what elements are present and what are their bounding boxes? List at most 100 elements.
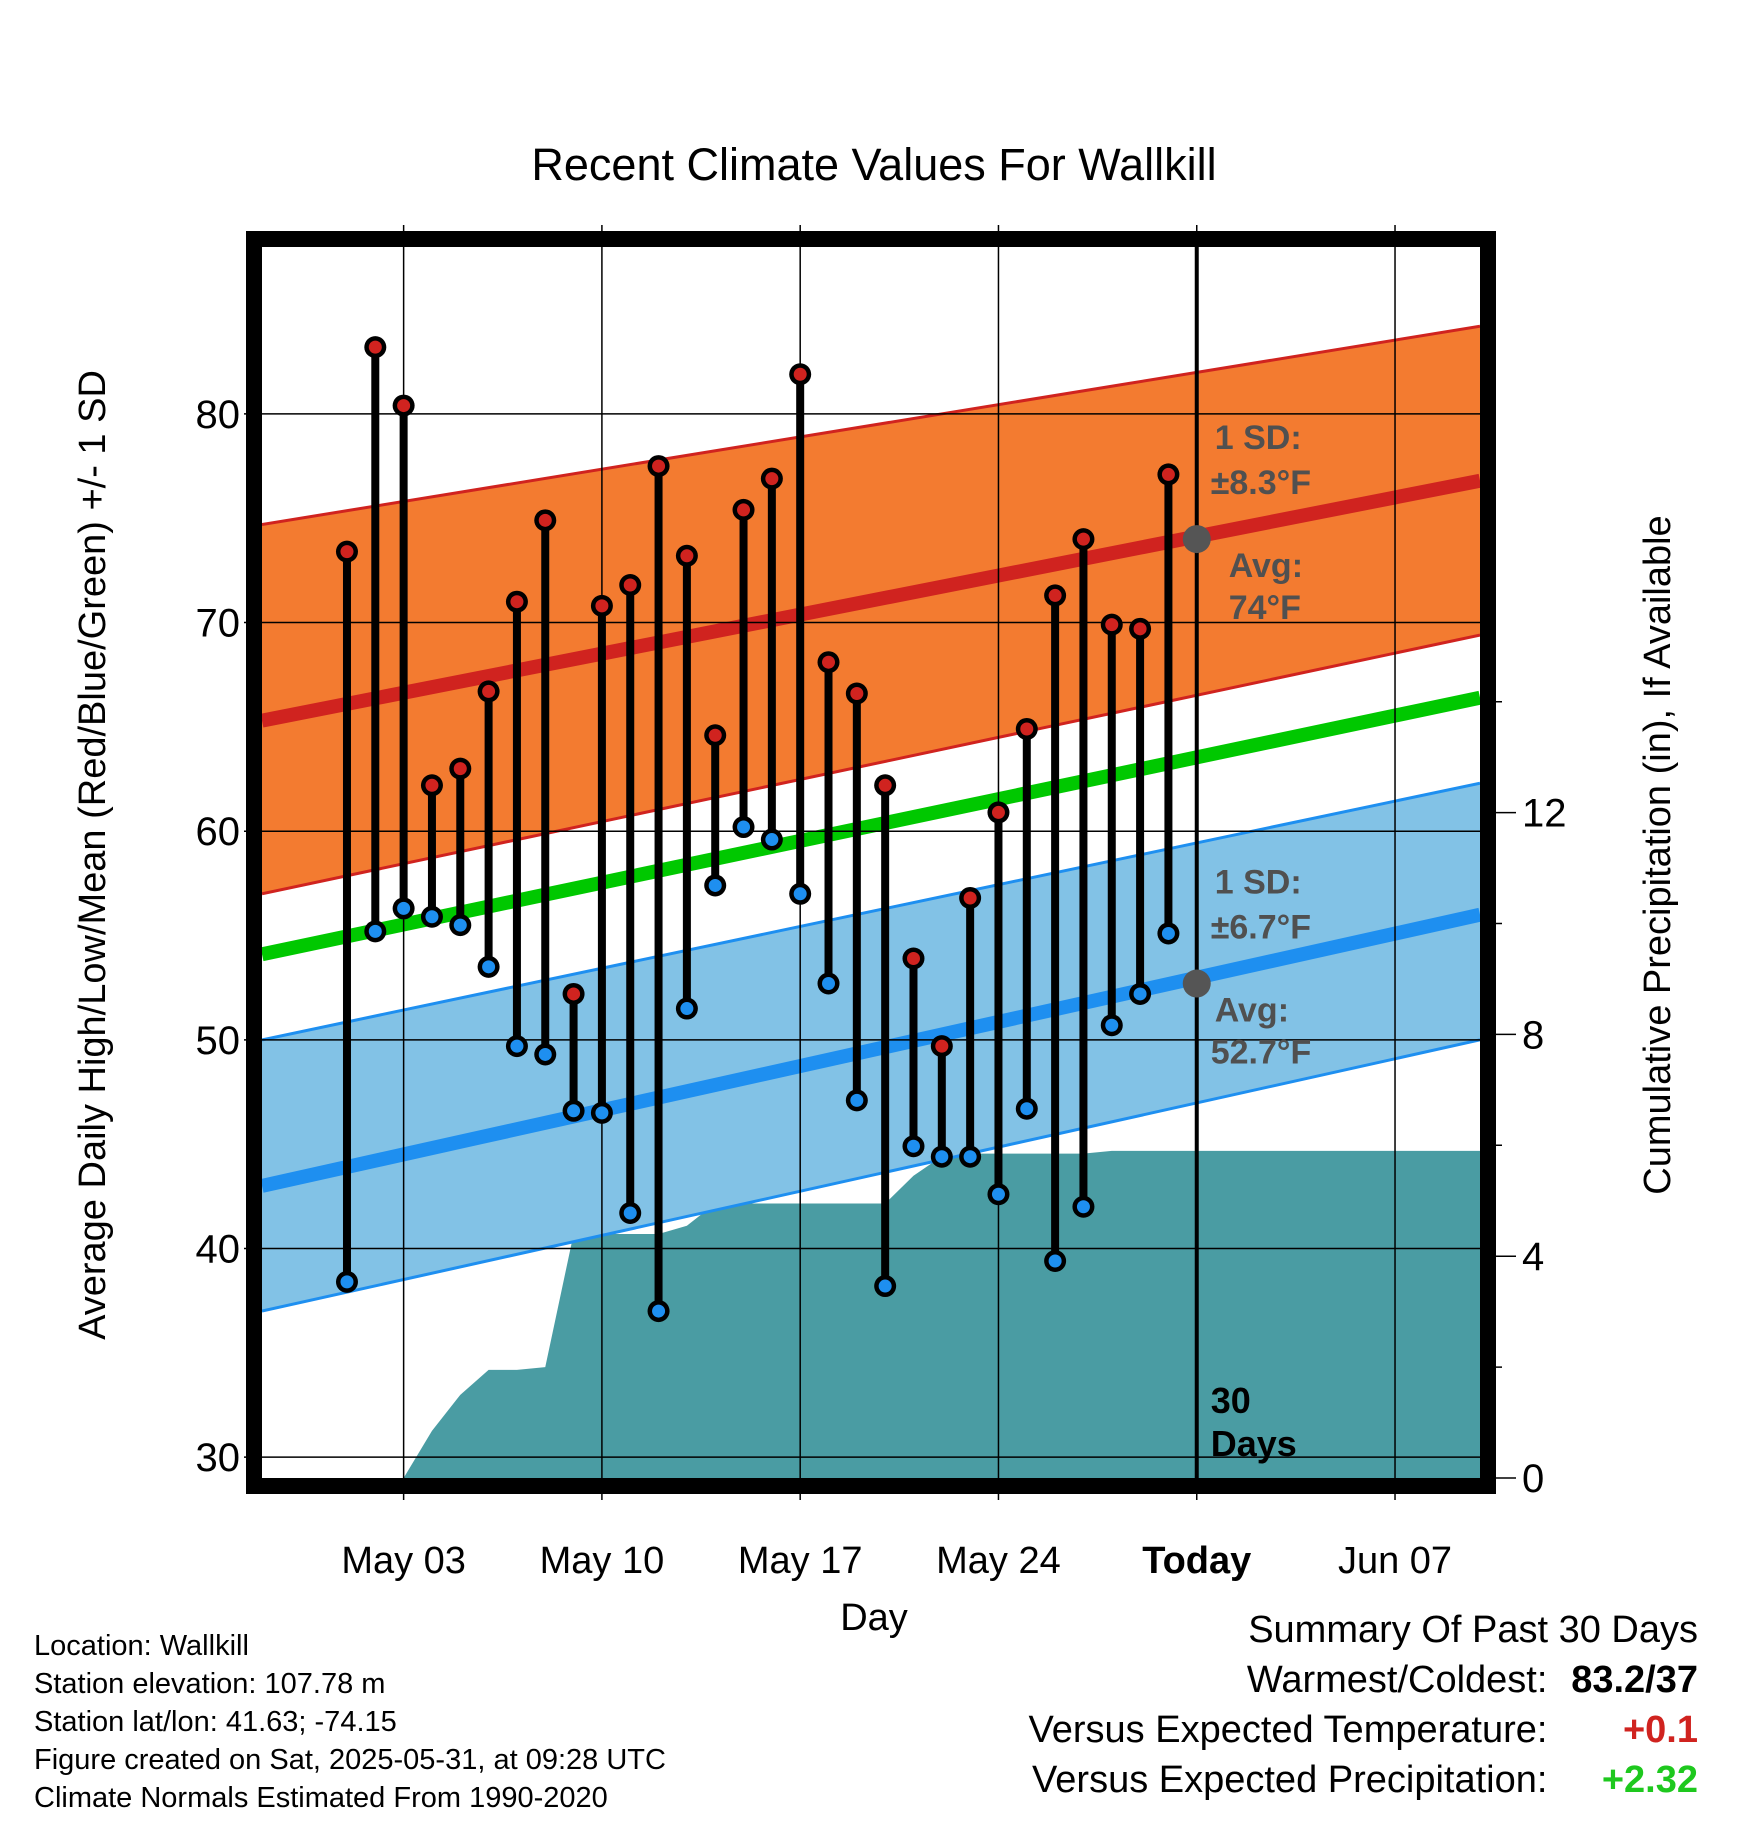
- high-point: [991, 805, 1005, 819]
- high-point: [765, 472, 779, 486]
- high-point: [1133, 622, 1147, 636]
- high-sd-value: ±8.3°F: [1211, 464, 1311, 502]
- low-point: [991, 1187, 1005, 1201]
- today-days-label: 30 Days: [1211, 1380, 1297, 1464]
- low-point: [708, 878, 722, 892]
- high-average-line: [262, 473, 1480, 728]
- low-point: [822, 977, 836, 991]
- low-point: [340, 1275, 354, 1289]
- latlon-text: Station lat/lon: 41.63; -74.15: [34, 1706, 397, 1738]
- today-days-label-line: Days: [1211, 1423, 1297, 1464]
- precip-anomaly-value: +2.32: [1601, 1759, 1698, 1801]
- low-point: [878, 1279, 892, 1293]
- y2-tick-label: 0: [1522, 1457, 1544, 1501]
- high-point: [906, 951, 920, 965]
- station-info: Location: Wallkill Station elevation: 10…: [34, 1627, 666, 1817]
- low-average-line: [262, 907, 1480, 1193]
- low-point: [1161, 926, 1175, 940]
- high-avg-label: Avg:: [1229, 547, 1303, 585]
- high-point: [680, 549, 694, 563]
- low-point: [652, 1304, 666, 1318]
- low-point: [567, 1104, 581, 1118]
- low-sd-label: 1 SD:: [1215, 864, 1302, 902]
- high-point: [340, 545, 354, 559]
- high-point: [368, 340, 382, 354]
- temp-anomaly-label: Versus Expected Temperature:: [1028, 1709, 1548, 1751]
- low-point: [595, 1106, 609, 1120]
- high-sd-label: 1 SD:: [1215, 419, 1302, 457]
- high-point: [1161, 467, 1175, 481]
- high-point: [1105, 618, 1119, 632]
- low-point: [623, 1206, 637, 1220]
- chart-title: Recent Climate Values For Wallkill: [531, 139, 1216, 190]
- low-point: [368, 924, 382, 938]
- plot-frame: [246, 231, 1496, 1494]
- high-point: [482, 684, 496, 698]
- high-point: [595, 599, 609, 613]
- low-point: [482, 960, 496, 974]
- high-point: [510, 595, 524, 609]
- y-tick-label: 50: [196, 1019, 241, 1063]
- today-days-label-line: 30: [1211, 1380, 1251, 1421]
- low-point: [425, 910, 439, 924]
- plot-content: 30 Days 1 SD: ±8.3°F Avg: 74°F 1 SD: ±6.7°F Avg:…: [262, 247, 1480, 1478]
- high-point: [708, 728, 722, 742]
- high-point: [878, 778, 892, 792]
- low-point: [1076, 1200, 1090, 1214]
- high-average-today-dot: [1182, 525, 1211, 554]
- low-point: [850, 1093, 864, 1107]
- warmest-coldest-row: Warmest/Coldest: 83.2/37: [1029, 1655, 1698, 1705]
- high-point: [737, 503, 751, 517]
- created-text: Figure created on Sat, 2025-05-31, at 09…: [34, 1744, 666, 1776]
- normals-text: Climate Normals Estimated From 1990-2020: [34, 1782, 608, 1814]
- low-point: [397, 901, 411, 915]
- low-point: [1048, 1254, 1062, 1268]
- y2-axis-label: Cumulative Precipitation (in), If Availa…: [1637, 515, 1679, 1194]
- x-tick-label: Jun 07: [1338, 1540, 1452, 1582]
- precip-anomaly-label: Versus Expected Precipitation:: [1032, 1759, 1548, 1801]
- y-tick-label: 80: [196, 393, 241, 437]
- location-text: Location: Wallkill: [34, 1630, 249, 1662]
- x-tick-label: May 24: [936, 1540, 1061, 1582]
- low-point: [906, 1139, 920, 1153]
- high-point: [793, 367, 807, 381]
- low-point: [453, 918, 467, 932]
- high-point: [652, 459, 666, 473]
- elevation-text: Station elevation: 107.78 m: [34, 1668, 386, 1700]
- low-point: [510, 1039, 524, 1053]
- x-axis-label: Day: [840, 1597, 908, 1639]
- y-axis-label: Average Daily High/Low/Mean (Red/Blue/Gr…: [72, 370, 114, 1340]
- precip-anomaly-row: Versus Expected Precipitation: +2.32: [1029, 1755, 1698, 1805]
- low-point: [538, 1047, 552, 1061]
- high-point: [623, 578, 637, 592]
- low-avg-value: 52.7°F: [1211, 1034, 1312, 1072]
- y-tick-label: 40: [196, 1227, 241, 1271]
- high-point: [1020, 722, 1034, 736]
- low-point: [793, 887, 807, 901]
- high-point: [963, 891, 977, 905]
- y-tick-label: 70: [196, 602, 241, 646]
- high-point: [822, 655, 836, 669]
- y2-tick-label: 8: [1522, 1013, 1544, 1057]
- y-tick-label: 60: [196, 810, 241, 854]
- summary-panel: Summary Of Past 30 Days Warmest/Coldest:…: [1029, 1605, 1698, 1805]
- x-tick-label: May 03: [341, 1540, 466, 1582]
- high-sd-band-lower-edge: [262, 633, 1480, 896]
- precipitation-area: [375, 1150, 1480, 1478]
- mean-average-line: [262, 690, 1480, 962]
- high-avg-value: 74°F: [1229, 589, 1301, 627]
- high-point: [567, 987, 581, 1001]
- low-point: [765, 833, 779, 847]
- y-tick-label: 30: [196, 1436, 241, 1480]
- temp-anomaly-row: Versus Expected Temperature: +0.1: [1029, 1705, 1698, 1755]
- high-point: [425, 778, 439, 792]
- y2-tick-label: 12: [1522, 792, 1567, 836]
- low-avg-label: Avg:: [1215, 992, 1289, 1030]
- high-point: [538, 513, 552, 527]
- high-point: [397, 399, 411, 413]
- low-average-today-dot: [1182, 969, 1211, 998]
- warmest-coldest-label: Warmest/Coldest:: [1246, 1659, 1548, 1701]
- x-tick-label: May 10: [540, 1540, 665, 1582]
